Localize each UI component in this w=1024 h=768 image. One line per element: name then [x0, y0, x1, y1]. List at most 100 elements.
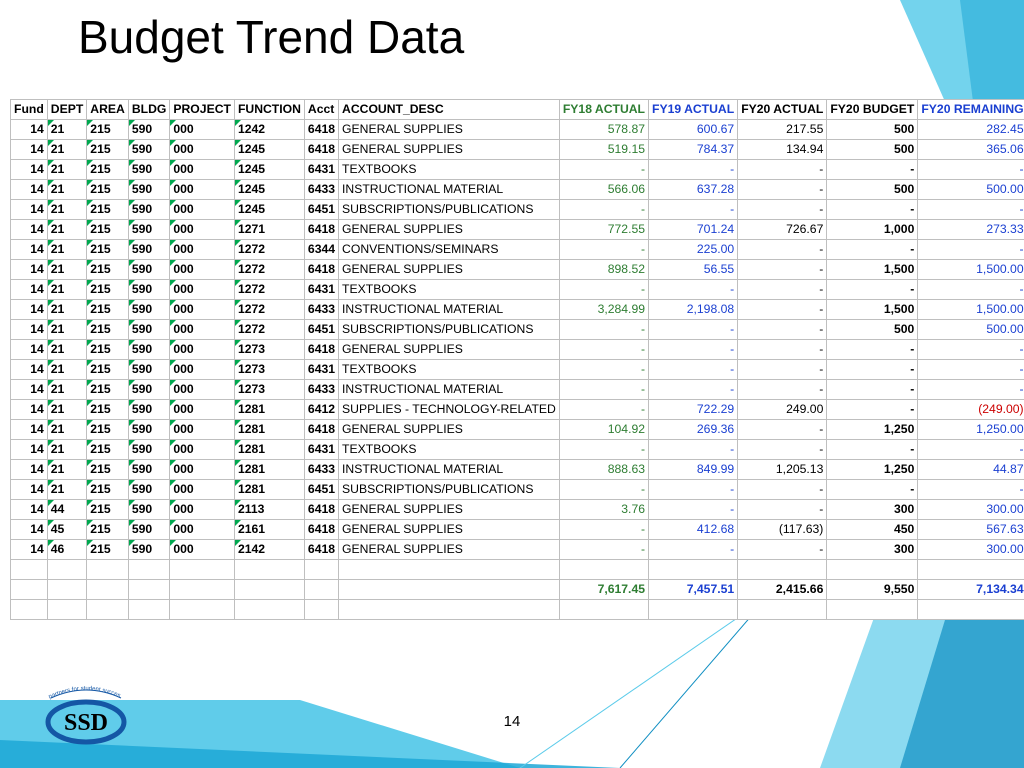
- cell: 000: [170, 280, 235, 300]
- cell: 590: [128, 240, 170, 260]
- cell: 6433: [304, 380, 338, 400]
- cell: -: [649, 540, 738, 560]
- cell: 21: [47, 140, 87, 160]
- cell: 6418: [304, 520, 338, 540]
- cell: 3.76: [559, 500, 648, 520]
- cell: -: [738, 180, 827, 200]
- cell: 215: [87, 180, 129, 200]
- cell: 46: [47, 540, 87, 560]
- col-desc: ACCOUNT_DESC: [339, 100, 560, 120]
- table-row: 142121559000012816433INSTRUCTIONAL MATER…: [11, 460, 1024, 480]
- cell: 14: [11, 300, 48, 320]
- cell: 000: [170, 540, 235, 560]
- cell: GENERAL SUPPLIES: [339, 520, 560, 540]
- cell: -: [649, 160, 738, 180]
- cell: -: [559, 380, 648, 400]
- cell: 14: [11, 540, 48, 560]
- cell: 1273: [234, 380, 304, 400]
- cell: 000: [170, 200, 235, 220]
- cell: 000: [170, 360, 235, 380]
- cell: -: [738, 240, 827, 260]
- cell: 450: [827, 520, 918, 540]
- table-row: 142121559000012726431TEXTBOOKS-----: [11, 280, 1024, 300]
- cell: -: [827, 200, 918, 220]
- total-fy20r: 7,134.34: [918, 580, 1024, 600]
- cell: 6451: [304, 320, 338, 340]
- cell: 590: [128, 120, 170, 140]
- table-row: 144521559000021616418GENERAL SUPPLIES-41…: [11, 520, 1024, 540]
- cell: 14: [11, 200, 48, 220]
- cell: 1,500.00: [918, 260, 1024, 280]
- cell: 215: [87, 120, 129, 140]
- cell: 2161: [234, 520, 304, 540]
- cell: 215: [87, 340, 129, 360]
- cell: 14: [11, 180, 48, 200]
- cell: 000: [170, 240, 235, 260]
- cell: 500.00: [918, 320, 1024, 340]
- cell: -: [827, 400, 918, 420]
- cell: 1242: [234, 120, 304, 140]
- col-area: AREA: [87, 100, 129, 120]
- budget-table-container: Fund DEPT AREA BLDG PROJECT FUNCTION Acc…: [10, 99, 910, 620]
- cell: 215: [87, 360, 129, 380]
- cell: 300: [827, 540, 918, 560]
- cell: 6433: [304, 300, 338, 320]
- cell: 637.28: [649, 180, 738, 200]
- cell: 888.63: [559, 460, 648, 480]
- cell: -: [827, 280, 918, 300]
- cell: -: [738, 360, 827, 380]
- cell: 2142: [234, 540, 304, 560]
- cell: -: [918, 380, 1024, 400]
- cell: 000: [170, 320, 235, 340]
- cell: 590: [128, 360, 170, 380]
- cell: 600.67: [649, 120, 738, 140]
- cell: 217.55: [738, 120, 827, 140]
- cell: 56.55: [649, 260, 738, 280]
- col-bldg: BLDG: [128, 100, 170, 120]
- cell: SUBSCRIPTIONS/PUBLICATIONS: [339, 320, 560, 340]
- cell: 590: [128, 420, 170, 440]
- cell: 14: [11, 460, 48, 480]
- cell: 6433: [304, 180, 338, 200]
- cell: -: [559, 200, 648, 220]
- cell: 14: [11, 380, 48, 400]
- cell: 21: [47, 180, 87, 200]
- cell: -: [559, 480, 648, 500]
- cell: SUBSCRIPTIONS/PUBLICATIONS: [339, 480, 560, 500]
- cell: 21: [47, 340, 87, 360]
- cell: 215: [87, 460, 129, 480]
- cell: 14: [11, 520, 48, 540]
- cell: 14: [11, 360, 48, 380]
- cell: -: [738, 480, 827, 500]
- cell: 44: [47, 500, 87, 520]
- cell: 21: [47, 240, 87, 260]
- cell: 000: [170, 180, 235, 200]
- cell: 6418: [304, 220, 338, 240]
- cell: 590: [128, 260, 170, 280]
- cell: -: [918, 480, 1024, 500]
- cell: 6451: [304, 480, 338, 500]
- cell: 000: [170, 480, 235, 500]
- cell: 6433: [304, 460, 338, 480]
- cell: -: [559, 280, 648, 300]
- table-row: 142121559000012816418GENERAL SUPPLIES104…: [11, 420, 1024, 440]
- cell: 1272: [234, 260, 304, 280]
- cell: 21: [47, 280, 87, 300]
- cell: -: [649, 380, 738, 400]
- cell: 590: [128, 460, 170, 480]
- cell: 000: [170, 380, 235, 400]
- cell: 590: [128, 220, 170, 240]
- cell: 6431: [304, 160, 338, 180]
- cell: 225.00: [649, 240, 738, 260]
- cell: 1,205.13: [738, 460, 827, 480]
- cell: 722.29: [649, 400, 738, 420]
- table-row: 142121559000012426418GENERAL SUPPLIES578…: [11, 120, 1024, 140]
- cell: 1,250: [827, 460, 918, 480]
- cell: 2113: [234, 500, 304, 520]
- cell: 1271: [234, 220, 304, 240]
- cell: 104.92: [559, 420, 648, 440]
- cell: 000: [170, 440, 235, 460]
- cell: 590: [128, 160, 170, 180]
- cell: 21: [47, 300, 87, 320]
- cell: -: [738, 500, 827, 520]
